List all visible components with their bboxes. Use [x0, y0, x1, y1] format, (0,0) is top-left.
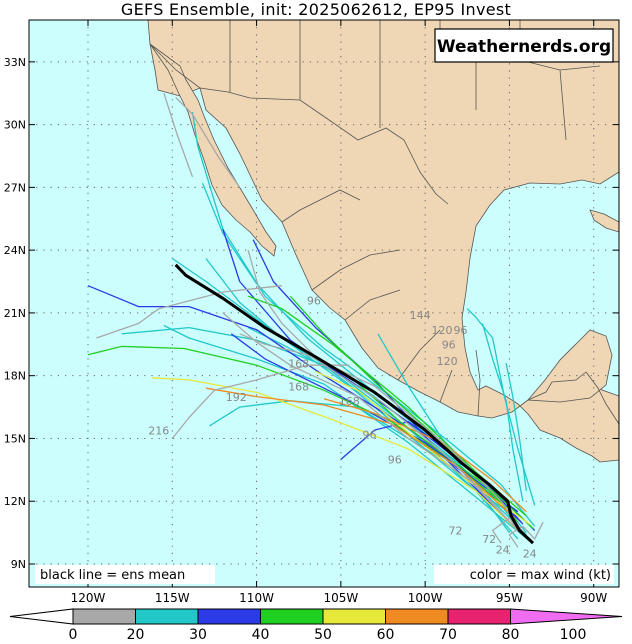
member-track-33: [508, 521, 544, 548]
ensemble-mean-track: [174, 263, 535, 545]
member-track-18: [289, 295, 519, 523]
hour-label: 24: [496, 544, 510, 557]
hour-label: 216: [148, 424, 169, 437]
mean-legend-text: black line = ens mean: [40, 568, 185, 583]
y-tick-label: 18N: [4, 370, 26, 383]
x-tick-label: 120W: [71, 591, 106, 605]
colorbar-segment: [322, 608, 386, 625]
colorbar-left-arrow: [9, 608, 74, 625]
member-track-17: [505, 362, 527, 491]
member-track-8: [209, 400, 527, 536]
latitude-axis: 9N 12N 15N 18N 21N 24N 27N 30N 33N: [4, 56, 619, 571]
member-track-32: [163, 93, 194, 178]
political-borders: [149, 20, 620, 425]
y-tick-label: 33N: [4, 56, 26, 69]
colorbar-segment: [260, 608, 324, 625]
y-tick-label: 27N: [4, 181, 26, 194]
member-track-30: [96, 285, 282, 339]
colorbar-segment: [72, 608, 136, 625]
hour-label: 120: [432, 324, 453, 337]
us-mexico-border: [149, 43, 449, 205]
mexico-state-borders: [281, 189, 481, 417]
x-tick-label: 105W: [323, 591, 358, 605]
colorbar-segment: [385, 608, 449, 625]
map-title: GEFS Ensemble, init: 2025062612, EP95 In…: [120, 0, 512, 19]
hour-label: 168: [288, 380, 309, 393]
y-tick-label: 21N: [4, 307, 26, 320]
member-track-22: [152, 377, 519, 531]
mexico-guatemala-border: [527, 371, 587, 401]
hour-label: 192: [226, 391, 247, 404]
member-track-29: [171, 364, 350, 439]
colorbar-tick-label: 30: [189, 627, 207, 640]
hour-label: 24: [523, 548, 537, 561]
colorbar-tick-label: 50: [314, 627, 332, 640]
yucatan-land: [527, 329, 613, 403]
hour-label: 120: [437, 355, 458, 368]
land-masses: [147, 19, 620, 463]
color-legend-text: color = max wind (kt): [470, 568, 611, 583]
colorbar-tick-label: 20: [127, 627, 145, 640]
member-track-24: [205, 387, 515, 519]
graticule: [29, 20, 619, 587]
colorbar-right-arrow: [510, 608, 623, 625]
central-america-border: [585, 371, 620, 425]
wind-colorbar: 0 20 30 40 50 60 70 80 100: [9, 608, 623, 643]
hour-label: 96: [442, 339, 456, 352]
colorbar-tick-label: 0: [69, 627, 78, 640]
longitude-axis: 120W 115W 110W 105W 100W 95W 90W: [71, 20, 607, 605]
watermark-box: Weathernerds.org: [434, 28, 614, 63]
colorbar-tick-label: 80: [502, 627, 520, 640]
baja-peninsula-land: [149, 43, 277, 257]
x-tick-label: 90W: [580, 591, 607, 605]
member-track-26: [222, 312, 520, 534]
hour-label: 168: [288, 357, 309, 370]
member-track-3: [247, 327, 519, 540]
colorbar-tick-label: 60: [377, 627, 395, 640]
member-track-6: [163, 324, 531, 542]
hour-label: 168: [339, 395, 360, 408]
colorbar-tick-label: 70: [439, 627, 457, 640]
colorbar-segment: [447, 608, 511, 625]
y-tick-label: 15N: [4, 432, 26, 445]
member-track-34: [491, 517, 519, 544]
watermark-text: Weathernerds.org: [437, 37, 611, 57]
hour-label: 96: [454, 324, 468, 337]
colorbar-segment: [135, 608, 199, 625]
hour-label: 96: [363, 429, 377, 442]
x-tick-label: 100W: [408, 591, 443, 605]
member-track-2: [191, 112, 536, 527]
colorbar-tick-label: 100: [560, 627, 587, 640]
hour-label: 96: [388, 454, 402, 467]
hour-label: 144: [410, 309, 431, 322]
colorbar-segment: [197, 608, 261, 625]
hour-label: 96: [307, 295, 321, 308]
x-tick-label: 95W: [496, 591, 523, 605]
x-tick-label: 110W: [239, 591, 274, 605]
member-track-27: [239, 333, 527, 538]
hour-label: 72: [482, 533, 496, 546]
map-frame: [28, 19, 620, 588]
color-legend-bg: [434, 565, 614, 584]
y-tick-label: 30N: [4, 119, 26, 132]
y-tick-label: 24N: [4, 244, 26, 257]
member-track-15: [466, 308, 536, 506]
x-tick-label: 115W: [155, 591, 190, 605]
mean-legend: black line = ens mean: [35, 565, 215, 584]
hour-label: 72: [449, 525, 463, 538]
watermark-frame: [434, 28, 614, 63]
y-tick-label: 12N: [4, 495, 26, 508]
y-tick-label: 9N: [11, 558, 26, 571]
member-track-16: [481, 323, 524, 502]
colorbar-tick-label: 40: [252, 627, 270, 640]
color-legend: color = max wind (kt): [434, 565, 614, 584]
member-track-31: [175, 96, 241, 188]
mean-legend-bg: [35, 565, 215, 584]
